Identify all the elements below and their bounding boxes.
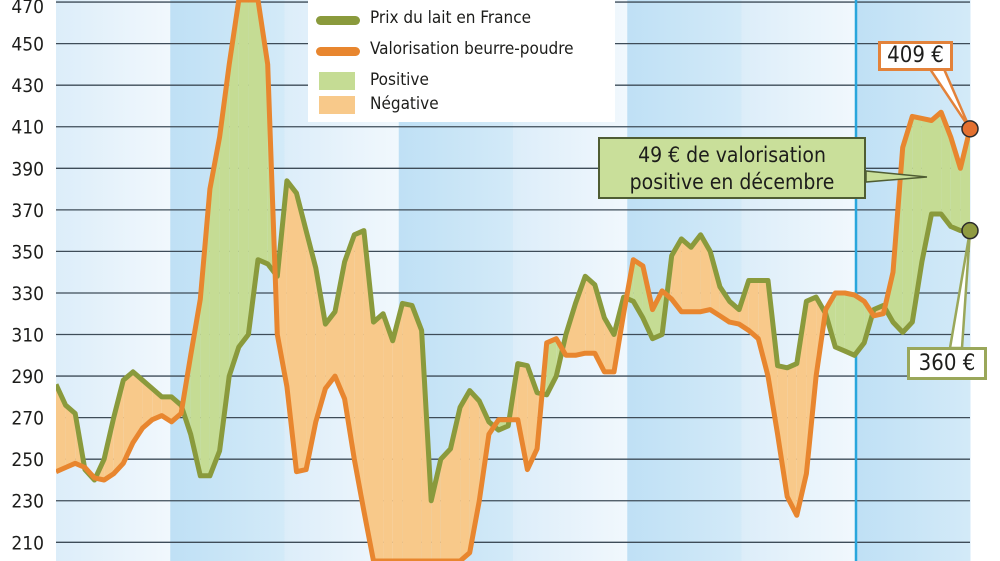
negative-fill <box>306 230 316 470</box>
positive-fill <box>854 295 865 356</box>
negative-fill <box>671 238 682 312</box>
y-tick-label: 350 <box>11 241 44 263</box>
positive-fill <box>902 116 913 333</box>
series-lines <box>56 0 970 561</box>
positive-fill <box>950 137 961 231</box>
negative-fill <box>691 234 701 312</box>
y-tick-label: 290 <box>11 366 44 388</box>
positive-fill <box>835 293 845 352</box>
callout-line-2: positive en décembre <box>629 170 835 194</box>
y-axis-labels: 470 450 430 410 390 370 350 330 310 290 270 250 230 2… <box>11 0 44 554</box>
negative-fill <box>517 363 528 470</box>
negative-fill <box>700 234 711 312</box>
negative-fill <box>113 380 124 474</box>
y-tick-label: 390 <box>11 158 44 180</box>
negative-fill <box>748 280 759 339</box>
negative-fill <box>575 276 586 356</box>
negative-fill <box>412 305 422 561</box>
legend-label: Positive <box>370 70 429 90</box>
legend-swatch-green-line <box>316 16 360 25</box>
positive-fill <box>931 112 942 214</box>
positive-fill <box>652 290 663 339</box>
y-tick-label: 330 <box>11 283 44 305</box>
negative-fill <box>460 390 470 561</box>
positive-fill <box>960 128 970 231</box>
positive-fill <box>209 137 220 476</box>
y-tick-label: 430 <box>11 75 44 97</box>
y-tick-label: 410 <box>11 117 44 139</box>
orange-end-point <box>961 120 979 138</box>
legend-swatch-orange-line <box>316 47 360 56</box>
negative-fill <box>787 363 797 516</box>
positive-fill <box>200 189 210 476</box>
positive-fill <box>238 0 249 347</box>
negative-fill <box>777 365 788 497</box>
positive-fill <box>844 293 855 356</box>
legend-label: Valorisation beurre-poudre <box>370 39 574 59</box>
positive-fill <box>546 338 557 395</box>
negative-fill <box>383 313 393 561</box>
negative-fill <box>65 405 76 468</box>
negative-fill <box>431 459 441 561</box>
negative-fill <box>585 276 595 354</box>
legend-swatch-negative <box>319 96 355 114</box>
negative-fill <box>594 284 605 372</box>
legend-label: Négative <box>370 94 439 114</box>
y-tick-label: 250 <box>11 449 44 471</box>
legend-item-butter-powder: Valorisation beurre-poudre <box>308 37 608 65</box>
positive-fill <box>219 64 230 451</box>
negative-fill <box>729 301 740 325</box>
negative-fill <box>142 380 153 428</box>
y-tick-label: 230 <box>11 491 44 513</box>
butter-powder-line <box>56 0 970 561</box>
negative-fill <box>354 230 364 512</box>
y-tick-label: 450 <box>11 34 44 56</box>
negative-fill <box>392 303 403 561</box>
negative-fill <box>681 238 691 312</box>
negative-fill <box>296 193 307 472</box>
negative-fill <box>402 303 412 561</box>
legend: Prix du lait en France Valorisation beur… <box>308 0 615 122</box>
positive-fill <box>248 0 258 335</box>
legend-label: Prix du lait en France <box>370 8 532 28</box>
negative-fill <box>719 286 730 323</box>
negative-fill <box>133 371 143 443</box>
positive-fill <box>941 112 951 227</box>
legend-item-positive: Positive <box>308 68 608 96</box>
y-tick-label: 270 <box>11 408 44 430</box>
legend-swatch-positive <box>319 72 355 90</box>
negative-fill <box>123 371 133 464</box>
last-orange-value-label: 409 € <box>878 41 953 71</box>
negative-fill <box>335 261 345 399</box>
callout-pointer <box>865 170 928 183</box>
y-tick-label: 370 <box>11 200 44 222</box>
positive-fill <box>229 0 239 377</box>
negative-fill <box>315 268 326 422</box>
last-green-value-label: 360 € <box>907 347 987 380</box>
y-tick-label: 310 <box>11 325 44 347</box>
callout-line-1: 49 € de valorisation <box>638 143 826 167</box>
legend-item-milk-price: Prix du lait en France <box>308 6 608 34</box>
green-end-point <box>961 221 979 240</box>
negative-fill <box>440 448 451 561</box>
milk-price-line <box>56 178 970 504</box>
y-tick-label: 470 <box>11 0 44 18</box>
december-callout: 49 € de valorisation positive en décembr… <box>598 137 866 199</box>
negative-fill <box>373 313 384 561</box>
negative-fill <box>325 311 335 389</box>
legend-item-negative: Négative <box>308 92 608 120</box>
negative-fill <box>56 384 66 472</box>
y-tick-label: 210 <box>11 532 44 554</box>
negative-fill <box>758 280 768 377</box>
